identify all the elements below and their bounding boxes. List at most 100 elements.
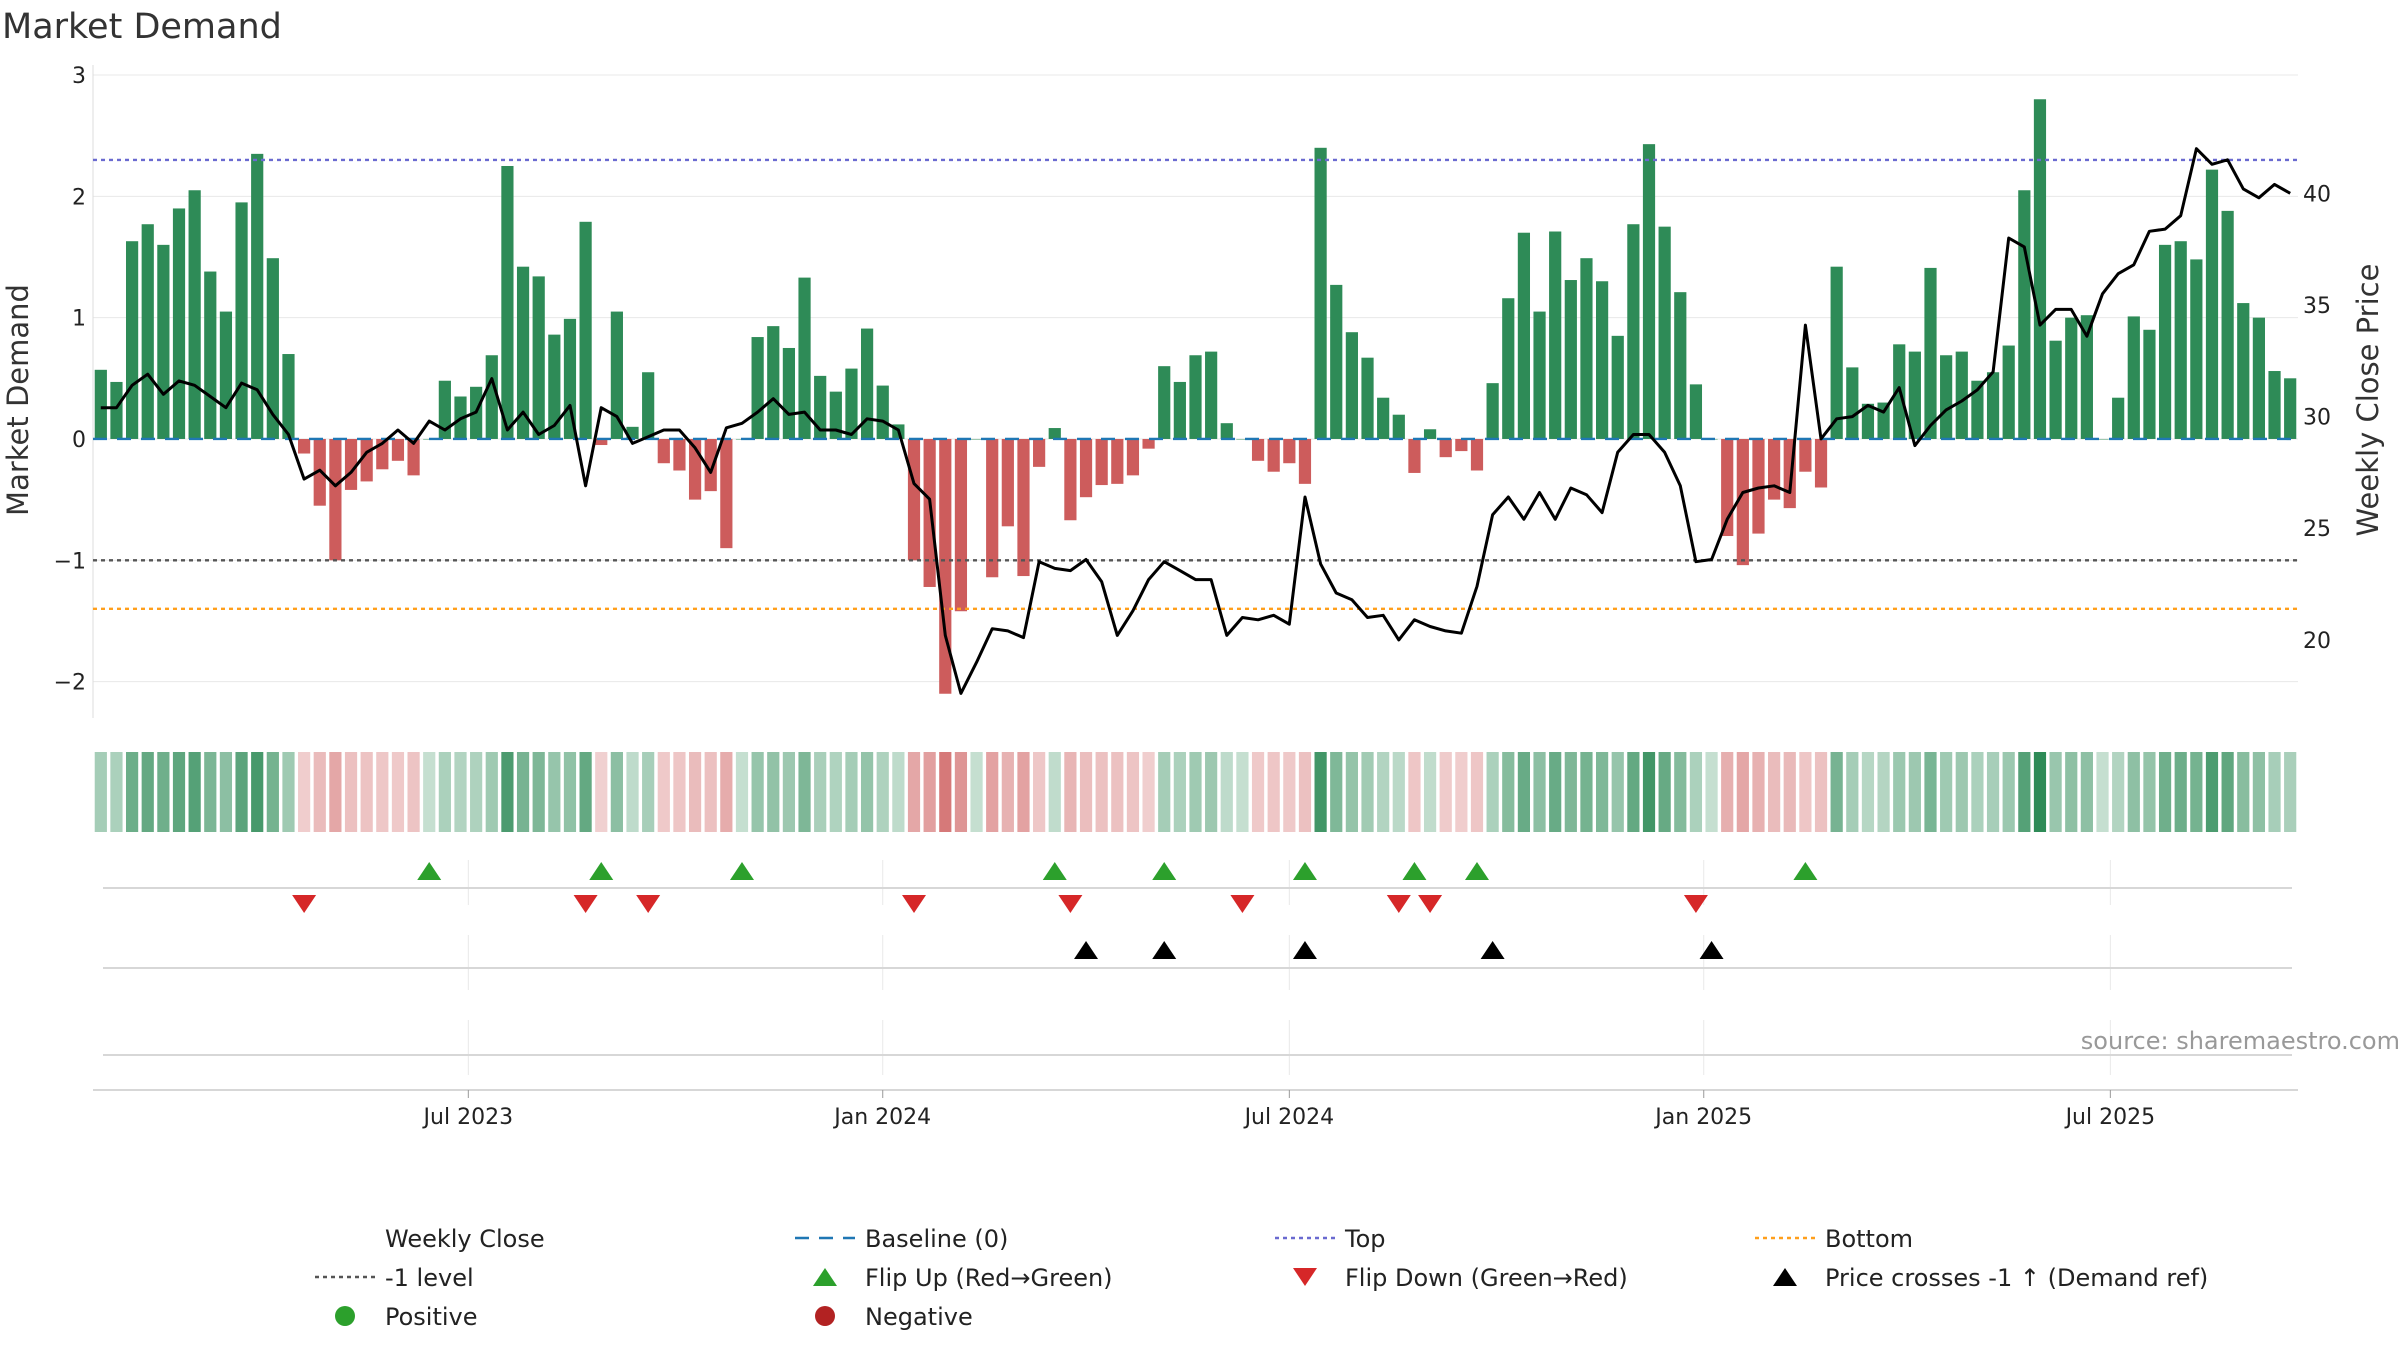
heat-strip-cell (798, 752, 811, 832)
heat-strip-cell (125, 752, 139, 832)
right-tick-label: 20 (2303, 629, 2331, 654)
heat-strip-cell (282, 752, 295, 832)
demand-bar (501, 165, 514, 439)
price-cross-marker (1152, 941, 1177, 959)
demand-bar (1627, 224, 1640, 439)
heat-strip-cell (376, 752, 389, 832)
flip-down-marker (292, 895, 317, 913)
flip-up-marker (729, 862, 754, 880)
heat-strip-cell (1940, 752, 1953, 832)
demand-bar (939, 438, 952, 694)
demand-bar (485, 355, 498, 439)
heat-strip-cell (1689, 752, 1703, 832)
demand-bar (1799, 438, 1812, 472)
x-tick-label: Jul 2024 (1243, 1105, 1335, 1130)
heat-strip-cell (1267, 752, 1280, 832)
heat-strip-cell (344, 752, 358, 832)
demand-bar (1111, 438, 1124, 484)
heat-strip-cell (1283, 752, 1296, 832)
demand-bar (970, 438, 983, 440)
heat-strip-cell (501, 752, 514, 832)
price-cross-marker (1292, 941, 1317, 959)
heat-strip-cell (1861, 752, 1875, 832)
heat-strip-cell (563, 752, 577, 832)
demand-bar (1846, 367, 1859, 439)
heat-strip-cell (2127, 752, 2140, 832)
demand-bar (2237, 303, 2250, 439)
heat-strip-cell (1924, 752, 1937, 832)
demand-bar (516, 266, 530, 439)
heat-strip-cell (1361, 752, 1374, 832)
heat-strip-cell (1205, 752, 1218, 832)
heat-strip-cell (548, 752, 561, 832)
demand-bar (2018, 190, 2031, 439)
flip-up-marker (1402, 862, 1427, 880)
heat-strip-cell (970, 752, 983, 832)
flip-up-marker (1042, 862, 1067, 880)
heat-strip-cell (1986, 752, 2000, 832)
heat-strip-cell (751, 752, 764, 832)
demand-bar (860, 328, 874, 439)
demand-bar (329, 438, 342, 561)
heat-strip-cell (2096, 752, 2109, 832)
demand-bar (1298, 438, 1312, 484)
demand-bar (907, 438, 921, 561)
heat-strip-cell (923, 752, 936, 832)
heat-strip-cell (1314, 752, 1327, 832)
demand-bar (845, 368, 858, 439)
heat-strip-cell (391, 752, 405, 832)
demand-bar (1986, 372, 2000, 439)
heat-strip-cell (688, 752, 702, 832)
demand-bar (1220, 423, 1233, 439)
heat-strip-cell (360, 752, 373, 832)
demand-bar (1345, 332, 1358, 439)
demand-bar (2221, 210, 2234, 439)
demand-bar (610, 311, 623, 439)
heat-strip-cell (1611, 752, 1624, 832)
heat-strip-cell (673, 752, 686, 832)
heat-strip-cell (485, 752, 498, 832)
legend-label-minus_one: -1 level (385, 1264, 474, 1292)
heat-strip-cell (188, 752, 201, 832)
demand-bar (1236, 438, 1249, 440)
demand-bars (94, 99, 2297, 694)
heat-strip-cell (1814, 752, 1828, 832)
demand-bar (1517, 232, 1531, 439)
heat-strip-cell (1893, 752, 1906, 832)
heat-strip-cell (1658, 752, 1671, 832)
heat-strip-cell (1502, 752, 1515, 832)
right-tick-label: 40 (2303, 182, 2331, 207)
heat-strip-cell (2002, 752, 2015, 832)
heat-strip-cell (1470, 752, 1484, 832)
demand-bar (2080, 315, 2093, 439)
demand-bar (2174, 241, 2187, 439)
heat-strip-cell (438, 752, 451, 832)
legend-label-baseline: Baseline (0) (865, 1225, 1008, 1253)
x-tick-label: Jan 2024 (832, 1105, 931, 1130)
demand-bar (1642, 144, 1656, 439)
demand-bar (704, 438, 717, 492)
demand-bar (1361, 357, 1374, 439)
heat-strip-cell (1220, 752, 1233, 832)
demand-bar (1861, 403, 1875, 439)
heat-strip-cell (1564, 752, 1577, 832)
heat-strip-cell (1079, 752, 1093, 832)
heat-strip-cell (2080, 752, 2093, 832)
heat-strip-cell (1721, 752, 1734, 832)
heat-strip-cell (298, 752, 311, 832)
right-tick-label: 35 (2303, 294, 2331, 319)
heat-strip-cell (642, 752, 655, 832)
demand-bar (986, 438, 999, 578)
demand-bar (266, 258, 279, 439)
left-tick-label: 2 (72, 185, 86, 210)
reference-lines (93, 158, 2298, 611)
left-tick-label: −2 (54, 671, 86, 696)
heat-strip-cell (204, 752, 217, 832)
heat-strip-cell (814, 752, 827, 832)
heat-strip-cell (1001, 752, 1014, 832)
demand-bar (125, 241, 139, 439)
heat-strip-cell (1064, 752, 1077, 832)
heat-strip-cell (720, 752, 733, 832)
heat-strip-cell (470, 752, 483, 832)
heat-strip-cell (1533, 752, 1546, 832)
